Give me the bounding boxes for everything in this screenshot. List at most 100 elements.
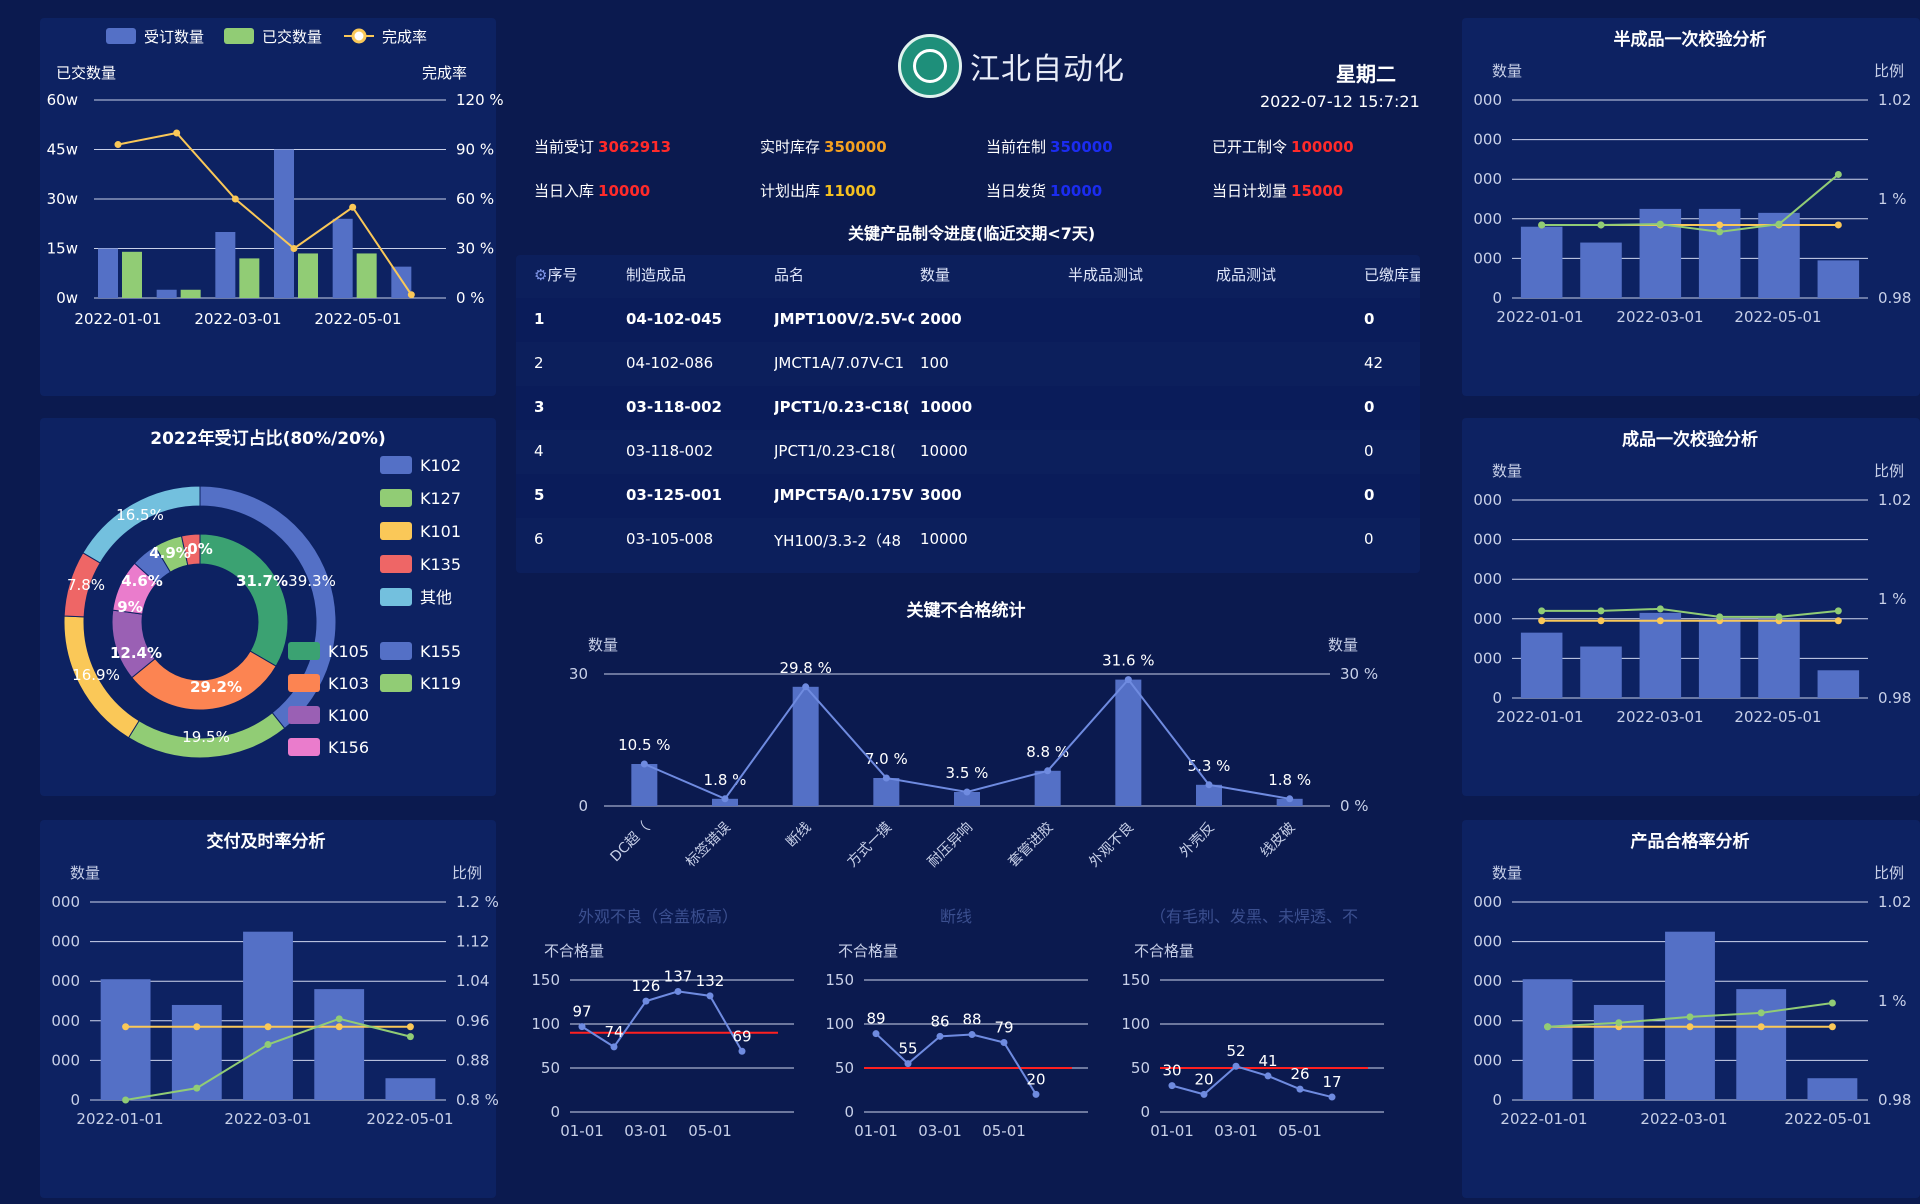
- defect-line-point: [936, 1032, 944, 1040]
- x-tick-label: 01-01: [854, 1122, 898, 1140]
- bar-delivered: [180, 289, 201, 298]
- line-yellow-point: [1834, 617, 1842, 625]
- bar-orders: [156, 289, 177, 298]
- bar: [171, 1004, 222, 1100]
- x-category-label: 线皮破: [1257, 820, 1298, 861]
- line-green-point: [1597, 607, 1605, 615]
- y-tick-label: 0: [1492, 1091, 1502, 1109]
- defect-trend-line-point: [640, 760, 648, 768]
- completion-rate-line-point: [349, 203, 357, 211]
- bar-orders: [98, 248, 118, 298]
- x-tick-label: 2022-03-01: [1640, 1110, 1727, 1128]
- legend-swatch: [380, 489, 412, 507]
- y-tick-label: 0: [550, 1103, 560, 1121]
- bar-delivered: [356, 253, 377, 298]
- x-category-label: 外壳反: [1176, 819, 1218, 861]
- table-row[interactable]: 3 03-118-002 JPCT1/0.23-C18(10000 0: [516, 386, 1420, 430]
- legend-label: K155: [420, 642, 461, 661]
- y-tick-label: 000: [1473, 531, 1502, 549]
- kpi-started-orders: 已开工制令 100000: [1212, 138, 1354, 156]
- donut-inner-slice: [180, 533, 201, 566]
- kpi-current-orders: 当前受订 3062913: [534, 138, 672, 156]
- y2-axis-label: 完成率: [422, 64, 467, 82]
- line-green-point: [1538, 221, 1546, 229]
- y-tick-label: 000: [1473, 649, 1502, 667]
- line-yellow-point: [406, 1023, 414, 1031]
- panel-title: 关键不合格统计: [907, 600, 1026, 621]
- bar-delivered: [239, 258, 260, 298]
- defect-line-point: [578, 1023, 586, 1031]
- panel-title: 2022年受订占比(80%/20%): [150, 428, 385, 449]
- table-cell: 10000: [920, 442, 968, 460]
- y-tick-label: 45w: [47, 141, 78, 159]
- y2-tick-label: 1.12: [456, 933, 489, 951]
- x-tick-label: 03-01: [918, 1122, 962, 1140]
- y-tick-label: 0: [578, 797, 588, 815]
- y-axis-label: 不合格量: [544, 942, 604, 960]
- y-tick-label: 150: [825, 971, 854, 989]
- panel-title: 断线: [940, 907, 972, 926]
- defect-line-point: [1328, 1093, 1336, 1101]
- table-cell: 04-102-045: [626, 310, 722, 328]
- line-green-point: [264, 1041, 272, 1049]
- y-tick-label: 0: [1492, 289, 1502, 307]
- y-axis-label: 数量: [588, 636, 618, 654]
- bar: [1196, 784, 1222, 806]
- defect-line-point: [674, 987, 682, 995]
- completion-rate-line-point: [290, 245, 298, 252]
- table-row[interactable]: 2 04-102-086 JMCT1A/7.07V-C1 100 42: [516, 342, 1420, 386]
- donut-inner-label: 0%: [187, 540, 212, 558]
- y2-tick-label: 0.98: [1878, 689, 1911, 707]
- legend-label: K135: [420, 555, 461, 574]
- y2-tick-label: 1.04: [456, 972, 489, 990]
- data-label: 29.8 %: [779, 659, 831, 677]
- defect-trend-line-point: [1124, 676, 1132, 684]
- x-tick-label: 05-01: [1278, 1122, 1322, 1140]
- donut-outer-label: 39.3%: [288, 572, 336, 590]
- data-label: 41: [1258, 1052, 1277, 1070]
- legend-label: K100: [328, 706, 369, 725]
- line-yellow-point: [1828, 1023, 1836, 1031]
- table-cell: 0: [1364, 442, 1374, 460]
- donut-outer-label: 7.8%: [67, 576, 105, 594]
- bar: [243, 931, 293, 1100]
- table-header-qty: 数量: [920, 266, 951, 284]
- gear-icon: ⚙: [534, 266, 548, 284]
- donut-inner-label: 12.4%: [110, 644, 162, 662]
- donut-inner-label: 9%: [117, 598, 142, 616]
- y-tick-label: 000: [1473, 170, 1502, 188]
- line-green: [1541, 607, 1839, 618]
- table-cell: 10000: [920, 398, 973, 416]
- data-label: 1.8 %: [1268, 771, 1311, 789]
- table-cell: JMPT100V/2.5V-C: [774, 310, 914, 328]
- x-tick-label: 03-01: [624, 1122, 668, 1140]
- data-label: 20: [1026, 1070, 1045, 1088]
- completion-rate-line: [117, 131, 413, 296]
- donut-inner-label: 31.7%: [236, 572, 288, 590]
- table-header-final-test: 成品测试: [1216, 266, 1277, 284]
- bar: [1698, 618, 1741, 698]
- y2-axis-label: 比例: [1874, 62, 1904, 80]
- x-tick-label: 03-01: [1214, 1122, 1258, 1140]
- table-row[interactable]: 5 03-125-001 JMPCT5A/0.175V 3000 0: [516, 474, 1420, 518]
- y-tick-label: 30: [569, 665, 588, 683]
- table-cell: 10000: [920, 530, 968, 548]
- table-row[interactable]: 1 04-102-045 JMPT100V/2.5V-C 2000 0: [516, 298, 1420, 342]
- kpi-daily-shipment: 当日发货 10000: [986, 182, 1103, 200]
- bar: [1034, 770, 1061, 806]
- y-tick-label: 100: [1121, 1015, 1150, 1033]
- legend-label: K119: [420, 674, 461, 693]
- y-tick-label: 60w: [47, 91, 78, 109]
- table-row[interactable]: 4 03-118-002 JPCT1/0.23-C18(10000 0: [516, 430, 1420, 474]
- bar: [1580, 646, 1622, 698]
- defect-line-point: [1264, 1072, 1272, 1080]
- defect-line-point: [904, 1060, 912, 1068]
- y2-tick-label: 0.96: [456, 1012, 489, 1030]
- legend-swatch: [380, 555, 412, 573]
- legend-swatch: [224, 28, 254, 44]
- table-row[interactable]: 6 03-105-008 YH100/3.3-2（48 10000 0: [516, 518, 1420, 562]
- defect-line: [581, 990, 743, 1052]
- line-yellow-point: [1538, 617, 1546, 625]
- y2-tick-label: 1.02: [1878, 491, 1911, 509]
- table-cell: JMCT1A/7.07V-C1: [774, 354, 905, 372]
